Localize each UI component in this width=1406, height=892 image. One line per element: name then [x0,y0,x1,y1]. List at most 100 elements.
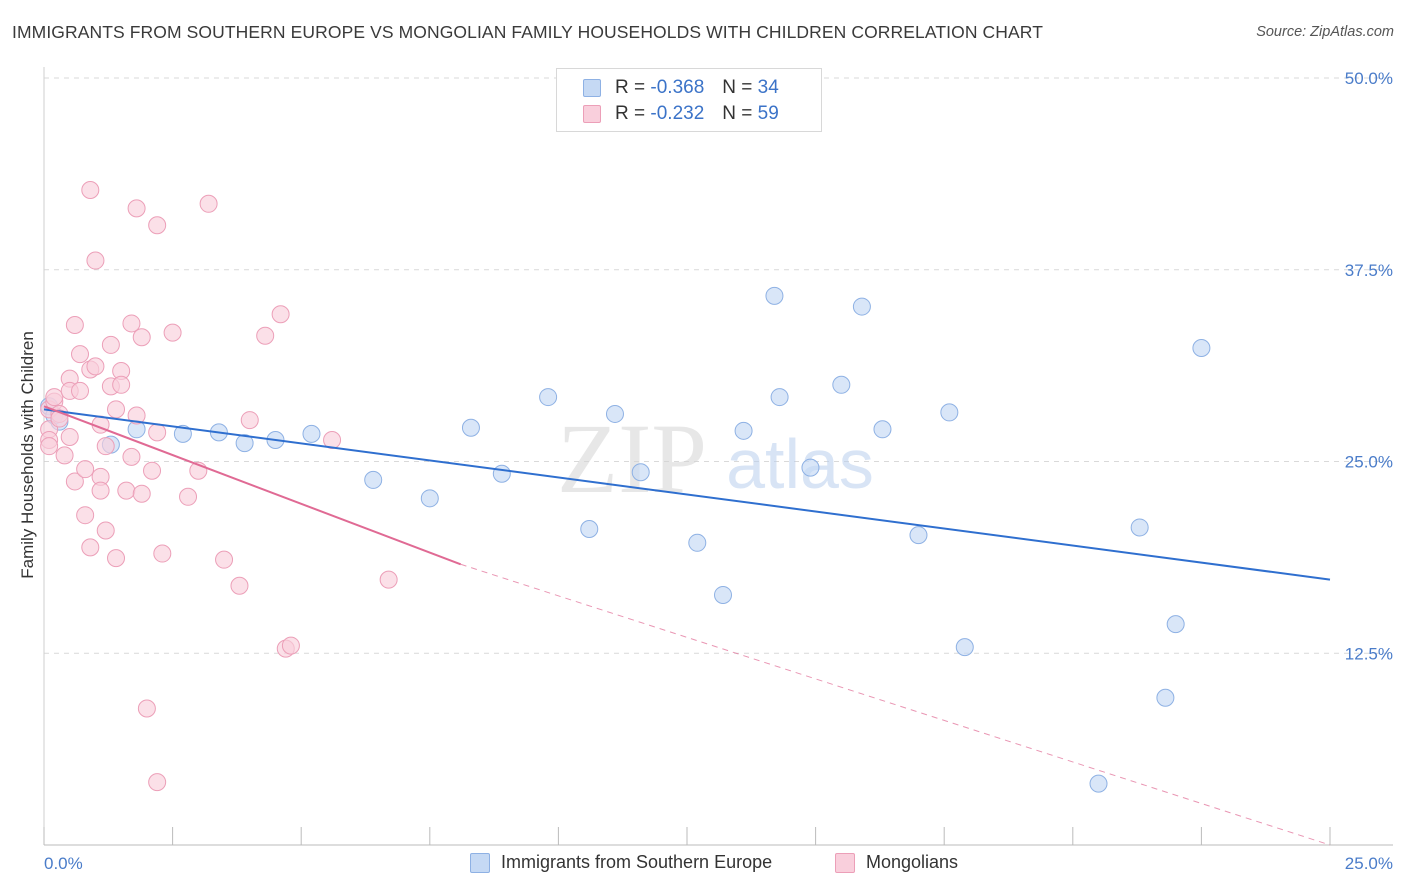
pink-data-point [148,773,167,792]
trend-lines [43,405,1331,846]
pink-data-point [132,328,151,347]
pink-data-point [379,570,398,589]
pink-data-point [122,314,141,333]
watermark-atlas: atlas [726,425,874,503]
x-tick-label-max: 25.0% [1345,854,1393,873]
legend-label-mongolians: Mongolians [866,852,959,872]
pink-data-point [107,400,126,419]
y-tick-label: 12.5% [1345,644,1393,663]
pink-data-point [76,460,95,479]
pink-data-point [45,388,64,407]
legend-swatch-mongolians [835,852,855,873]
watermark: ZIP atlas [557,403,874,514]
blue-data-point [852,297,871,316]
pink-data-point [132,484,151,503]
pink-data-point [81,180,100,199]
legend-n-value-blue: 34 [757,77,779,98]
pink-data-point [107,549,126,568]
blue-trend-line [43,408,1331,581]
legend-n-label: N = [722,103,753,124]
pink-data-point [96,437,115,456]
y-axis-label: Family Households with Children [18,331,37,579]
pink-data-point [199,194,218,213]
blue-data-point [539,388,558,407]
pink-data-point [71,381,90,400]
pink-data-point [65,472,84,491]
y-tick-label: 50.0% [1345,69,1393,88]
pink-data-point [71,345,90,364]
pink-data-point [112,375,131,394]
blue-data-point [461,418,480,437]
pink-data-point [179,487,198,506]
pink-data-point [91,481,110,500]
legend-swatch-pink [583,105,601,123]
pink-data-point [122,447,141,466]
legend-label-immigrants: Immigrants from Southern Europe [501,852,773,872]
watermark-zip: ZIP [557,403,707,514]
x-tick-label-min: 0.0% [44,854,83,873]
pink-data-point [40,437,59,456]
pink-data-point [281,636,300,655]
pink-data-point [163,323,182,342]
legend-r-value-blue: -0.368 [650,77,705,98]
chart-title: IMMIGRANTS FROM SOUTHERN EUROPE VS MONGO… [12,22,1043,42]
blue-data-point [873,420,892,439]
legend-item-immigrants: Immigrants from Southern Europe [470,852,772,873]
pink-data-point [117,481,136,500]
pink-data-point [215,550,234,569]
pink-data-point [323,431,342,450]
pink-data-point [256,326,275,345]
blue-data-point [801,458,820,477]
blue-data-point [734,421,753,440]
blue-data-point [940,403,959,422]
blue-data-point [420,489,439,508]
pink-data-point [86,357,105,376]
legend-n-value-pink: 59 [757,103,779,124]
y-tick-label: 25.0% [1345,453,1393,472]
pink-data-point [148,423,167,442]
pink-data-point [240,411,259,430]
blue-data-point [364,470,383,489]
blue-data-point [832,375,851,394]
legend-r-value-pink: -0.232 [650,103,705,124]
tick-labels: 12.5% 25.0% 37.5% 50.0% [1345,69,1393,663]
pink-data-point [65,315,84,334]
blue-data-point [235,434,254,453]
pink-trend-extension [460,563,1331,846]
blue-data-point [1166,615,1185,634]
pink-data-point [81,538,100,557]
blue-data-point [1089,774,1108,793]
blue-data-point [580,519,599,538]
legend-swatch-immigrants [470,852,490,873]
blue-data-point [688,533,707,552]
blue-data-point [714,585,733,604]
data-points [40,180,1211,793]
blue-data-point [770,388,789,407]
blue-data-point [1156,688,1175,707]
pink-data-point [143,461,162,480]
legend-row-pink: R = -0.232 N = 59 [583,103,779,125]
pink-data-point [96,521,115,540]
legend-item-mongolians: Mongolians [835,852,958,873]
pink-data-point [153,544,172,563]
correlation-legend: R = -0.368 N = 34 R = -0.232 N = 59 [556,68,822,132]
legend-swatch-blue [583,79,601,97]
blue-data-point [1192,338,1211,357]
pink-data-point [127,199,146,218]
pink-data-point [55,446,74,465]
pink-data-point [101,335,120,354]
pink-data-point [230,576,249,595]
blue-data-point [1130,518,1149,537]
blue-data-point [302,424,321,443]
source-credit: Source: ZipAtlas.com [1256,24,1394,40]
pink-data-point [148,216,167,235]
pink-data-point [60,427,79,446]
pink-data-point [127,406,146,425]
legend-n-label: N = [722,77,753,98]
gridlines [44,77,1393,654]
legend-r-label: R = [615,103,646,124]
blue-data-point [605,404,624,423]
legend-r-label: R = [615,77,646,98]
pink-data-point [86,251,105,270]
